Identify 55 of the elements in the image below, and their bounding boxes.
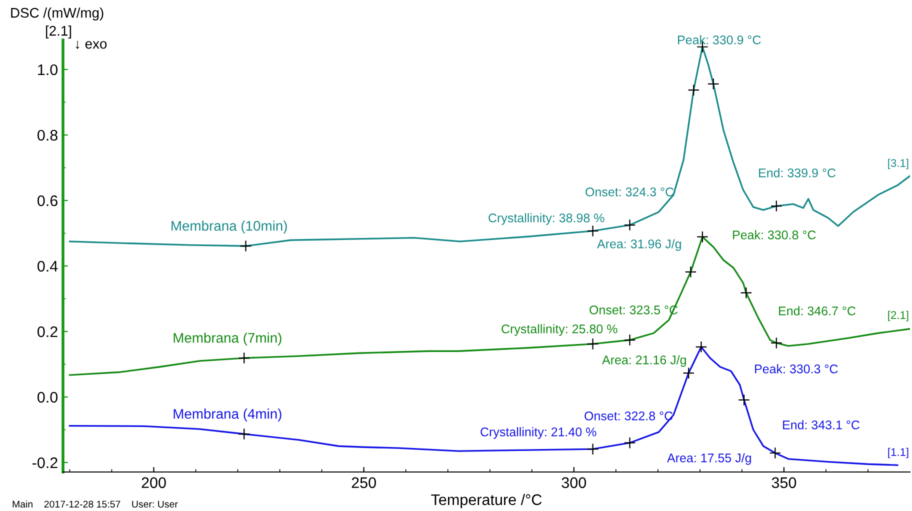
annotation: Peak: 330.3 °C — [755, 364, 838, 374]
y-tick-label: 0.6 — [38, 195, 58, 206]
x-axis-title: Temperature /°C — [431, 494, 542, 508]
point — [696, 230, 708, 243]
series-label: Membrana (10min) — [172, 220, 287, 234]
annotation: Peak: 330.8 °C — [733, 230, 816, 240]
annotation: Area: 21.16 J/g — [602, 355, 686, 367]
x-tick-label: 200 — [142, 477, 166, 488]
y-tick-label: 0.2 — [38, 326, 58, 338]
y-tick-label: 0.0 — [38, 392, 58, 403]
x-tick-label: 300 — [562, 477, 586, 488]
point — [707, 78, 720, 90]
annotation: Onset: 324.3 °C — [586, 188, 674, 196]
annotation: End: 346.7 °C — [779, 306, 856, 316]
point — [586, 225, 599, 237]
annotation: Peak: 330.9 °C — [678, 35, 761, 44]
annotation: End: 339.9 °C — [759, 168, 836, 178]
annotation: Area: 31.96 J/g — [597, 239, 681, 251]
point — [738, 394, 750, 406]
annotation: ↓ exo — [76, 40, 107, 50]
point — [624, 436, 636, 449]
y-tick-label: 1.0 — [38, 64, 58, 76]
point — [624, 334, 636, 346]
point — [586, 338, 599, 350]
point — [238, 428, 250, 440]
point — [624, 219, 636, 231]
annotation: Crystallinity: 38.98 % — [488, 213, 604, 225]
point — [688, 84, 700, 96]
y-axis-title: DSC /(mW/mg) — [11, 8, 104, 20]
point — [695, 340, 708, 353]
point — [770, 200, 782, 212]
series-label: Membrana (7min) — [174, 332, 282, 346]
series-label: Membrana (4min) — [174, 408, 282, 422]
annotation: Area: 17.55 J/g — [667, 453, 751, 465]
annotation: [1.1] — [888, 448, 908, 458]
text: Main 2017-12-28 15:57 User: User — [12, 500, 178, 508]
point — [684, 266, 697, 278]
point — [240, 240, 252, 252]
point — [682, 367, 695, 380]
x-tick-label: 350 — [772, 477, 796, 488]
annotation: End: 343.1 °C — [783, 420, 860, 430]
annotation: Crystallinity: 25.80 % — [502, 324, 618, 336]
y-tick-label: 0.8 — [38, 130, 58, 141]
point — [769, 447, 782, 459]
point — [770, 337, 782, 349]
y-tick-label: 0.4 — [38, 260, 58, 272]
point — [740, 286, 752, 299]
point — [238, 352, 250, 364]
annotation: [2.1] — [888, 310, 908, 322]
annotation: [3.1] — [888, 158, 908, 170]
annotation: Crystallinity: 21.40 % — [480, 427, 596, 439]
point — [586, 443, 599, 456]
x-tick-label: 250 — [352, 477, 376, 488]
y-tick-label: -0.2 — [32, 457, 58, 468]
text: [2.1] — [46, 26, 72, 38]
